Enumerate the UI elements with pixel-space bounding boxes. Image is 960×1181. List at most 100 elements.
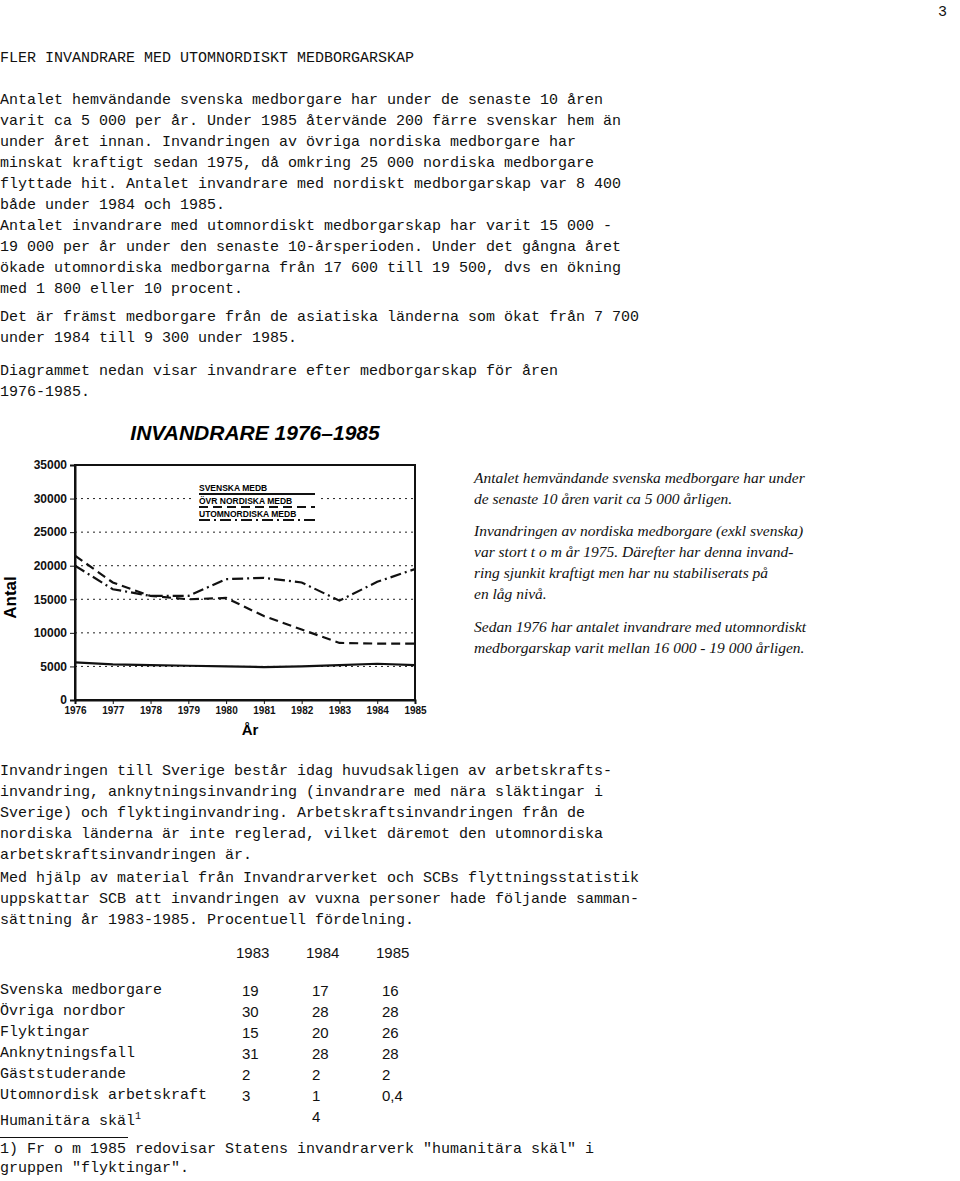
y-tick-mark	[70, 465, 75, 466]
paragraph: Med hjälp av material från Invandrarverk…	[0, 868, 639, 931]
x-tick-label: 1984	[367, 705, 390, 716]
y-tick-label: 5000	[40, 660, 67, 674]
paragraph-line: under 1984 till 9 300 under 1985.	[0, 328, 639, 349]
paragraph-line: Sverige) och flyktinginvandring. Arbetsk…	[0, 803, 612, 824]
table-cell: 15	[242, 1024, 259, 1041]
series-line	[75, 566, 415, 601]
grid	[75, 465, 415, 700]
table-cell: 16	[382, 982, 399, 999]
y-tick-label: 25000	[34, 525, 68, 539]
paragraph: Antalet invandrare med utomnordiskt medb…	[0, 216, 621, 300]
paragraph-line: med 1 800 eller 10 procent.	[0, 279, 621, 300]
table-cell: 4	[312, 1108, 320, 1125]
x-tick-label: 1982	[291, 705, 314, 716]
table-row-label: Gäststuderande	[0, 1064, 126, 1085]
paragraph-line: invandring, anknytningsinvandring (invan…	[0, 782, 612, 803]
page-number: 3	[938, 2, 947, 23]
y-axis-title: Antal	[1, 576, 20, 619]
chart: INVANDRARE 1976–198505000100001500020000…	[0, 410, 470, 750]
x-tick-label: 1985	[404, 705, 427, 716]
table-cell: 0,4	[382, 1087, 403, 1104]
legend-swatch	[199, 493, 315, 495]
x-tick-mark	[415, 700, 416, 704]
row-label-text: Svenska medborgare	[0, 982, 162, 999]
grid-line	[75, 599, 415, 600]
y-tick-mark	[70, 633, 75, 634]
footnote: 1) Fr o m 1985 redovisar Statens invandr…	[0, 1140, 594, 1178]
paragraph-line: 1976-1985.	[0, 382, 558, 403]
table-cell: 26	[382, 1024, 399, 1041]
plot-frame	[75, 465, 415, 700]
x-tick: 1985	[404, 700, 427, 716]
paragraph-line: Invandringen till Sverige består idag hu…	[0, 761, 612, 782]
table-cell: 30	[242, 1003, 259, 1020]
legend-swatch	[199, 519, 315, 521]
legend-label: UTOMNORDISKA MEDB	[199, 509, 296, 519]
side-note-line: de senaste 10 åren varit ca 5 000 årlige…	[474, 488, 805, 509]
row-label-text: Anknytningsfall	[0, 1045, 135, 1062]
x-tick: 1978	[140, 700, 163, 716]
paragraph-line: både under 1984 och 1985.	[0, 195, 621, 216]
paragraph-line: Det är främst medborgare från de asiatis…	[0, 307, 639, 328]
y-tick: 20000	[34, 559, 75, 573]
x-tick: 1980	[215, 700, 238, 716]
row-label-text: Övriga nordbor	[0, 1003, 126, 1020]
table-cell: 2	[382, 1066, 390, 1083]
table-cell: 28	[382, 1003, 399, 1020]
x-tick-label: 1983	[329, 705, 352, 716]
footnote-line: gruppen "flyktingar".	[0, 1159, 594, 1178]
table-cell: 19	[242, 982, 259, 999]
paragraph-line: arbetskraftsinvandringen är.	[0, 845, 612, 866]
x-axis-title: År	[242, 721, 259, 738]
y-tick: 30000	[34, 492, 75, 506]
side-note-line: ring sjunkit kraftigt men har nu stabili…	[474, 562, 803, 583]
paragraph-line: sättning år 1983-1985. Procentuell förde…	[0, 910, 639, 931]
table-row-label: Humanitära skäl1	[0, 1106, 141, 1132]
y-axis-line	[70, 466, 76, 701]
chart-title: INVANDRARE 1976–1985	[130, 421, 380, 444]
grid-line	[75, 632, 415, 633]
paragraph-line: under året innan. Invandringen av övriga…	[0, 132, 621, 153]
x-tick-label: 1977	[102, 705, 125, 716]
y-tick-mark	[70, 566, 75, 567]
table-cell: 28	[382, 1045, 399, 1062]
table-header: 1984	[306, 944, 339, 961]
x-tick-label: 1978	[140, 705, 163, 716]
table-cell: 3	[242, 1087, 250, 1104]
row-label-text: Humanitära skäl	[0, 1113, 135, 1130]
paragraph-line: uppskattar SCB att invandringen av vuxna…	[0, 889, 639, 910]
footnote-line: 1) Fr o m 1985 redovisar Statens invandr…	[0, 1140, 594, 1159]
y-tick-mark	[70, 700, 75, 701]
y-tick-mark	[70, 599, 75, 600]
legend-label: SVENSKA MEDB	[199, 483, 267, 493]
x-tick-mark	[377, 700, 378, 704]
series-line	[75, 662, 415, 667]
y-axis: 05000100001500020000250003000035000	[34, 458, 76, 707]
paragraph-line: nordiska länderna är inte reglerad, vilk…	[0, 824, 612, 845]
legend: SVENSKA MEDBÖVR NORDISKA MEDBUTOMNORDISK…	[193, 481, 321, 528]
table-row-label: Övriga nordbor	[0, 1001, 126, 1022]
x-tick-label: 1979	[178, 705, 201, 716]
paragraph: Diagrammet nedan visar invandrare efter …	[0, 361, 558, 403]
paragraph-line: Antalet invandrare med utomnordiskt medb…	[0, 216, 621, 237]
x-tick: 1977	[102, 700, 125, 716]
x-tick: 1981	[253, 700, 276, 716]
side-note-line: var stort t o m år 1975. Därefter har de…	[474, 541, 803, 562]
x-tick-mark	[188, 700, 189, 704]
table-row-label: Flyktingar	[0, 1022, 90, 1043]
table-cell: 17	[312, 982, 329, 999]
x-tick-label: 1981	[253, 705, 276, 716]
x-tick: 1979	[178, 700, 201, 716]
y-tick: 35000	[34, 458, 75, 472]
table-cell: 31	[242, 1045, 259, 1062]
legend-background	[193, 481, 321, 528]
y-tick-mark	[70, 499, 75, 500]
plot-area	[75, 556, 415, 667]
paragraph-line: varit ca 5 000 per år. Under 1985 återvä…	[0, 111, 621, 132]
row-label-text: Utomnordisk arbetskraft	[0, 1087, 207, 1104]
x-tick-mark	[264, 700, 265, 704]
x-tick: 1976	[64, 700, 87, 716]
y-tick: 5000	[40, 660, 75, 674]
side-note-line: Antalet hemvändande svenska medborgare h…	[474, 467, 805, 488]
x-axis: 1976 1977 1978 1979 1980 1981 1982 1983 1984 1985	[64, 700, 427, 716]
